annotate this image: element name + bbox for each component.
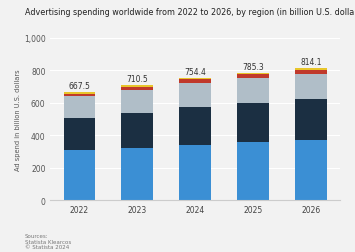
- Bar: [121, 86, 153, 87]
- Bar: [64, 93, 95, 94]
- Bar: [121, 113, 153, 148]
- Bar: [64, 94, 95, 97]
- Bar: [295, 70, 327, 74]
- Bar: [179, 80, 211, 84]
- Text: Sources:
Statista Klearcos
© Statista 2024: Sources: Statista Klearcos © Statista 20…: [25, 233, 71, 249]
- Bar: [64, 118, 95, 151]
- Bar: [237, 79, 269, 103]
- Bar: [295, 140, 327, 201]
- Bar: [237, 74, 269, 75]
- Bar: [237, 73, 269, 74]
- Text: 710.5: 710.5: [126, 75, 148, 84]
- Text: 814.1: 814.1: [300, 58, 322, 67]
- Bar: [179, 84, 211, 108]
- Bar: [121, 85, 153, 86]
- Bar: [179, 145, 211, 201]
- Bar: [121, 87, 153, 90]
- Bar: [179, 78, 211, 79]
- Bar: [295, 99, 327, 140]
- Bar: [64, 151, 95, 201]
- Bar: [64, 92, 95, 93]
- Bar: [121, 148, 153, 201]
- Text: 667.5: 667.5: [69, 82, 91, 91]
- Bar: [64, 97, 95, 118]
- Y-axis label: Ad spend in billion U.S. dollars: Ad spend in billion U.S. dollars: [15, 69, 21, 170]
- Bar: [179, 79, 211, 80]
- Bar: [237, 75, 269, 79]
- Text: 754.4: 754.4: [184, 68, 206, 77]
- Bar: [237, 103, 269, 143]
- Text: Advertising spending worldwide from 2022 to 2026, by region (in billion U.S. dol: Advertising spending worldwide from 2022…: [25, 8, 355, 17]
- Bar: [237, 143, 269, 201]
- Text: 785.3: 785.3: [242, 63, 264, 72]
- Bar: [121, 90, 153, 113]
- Bar: [295, 69, 327, 70]
- Bar: [179, 108, 211, 145]
- Bar: [295, 74, 327, 99]
